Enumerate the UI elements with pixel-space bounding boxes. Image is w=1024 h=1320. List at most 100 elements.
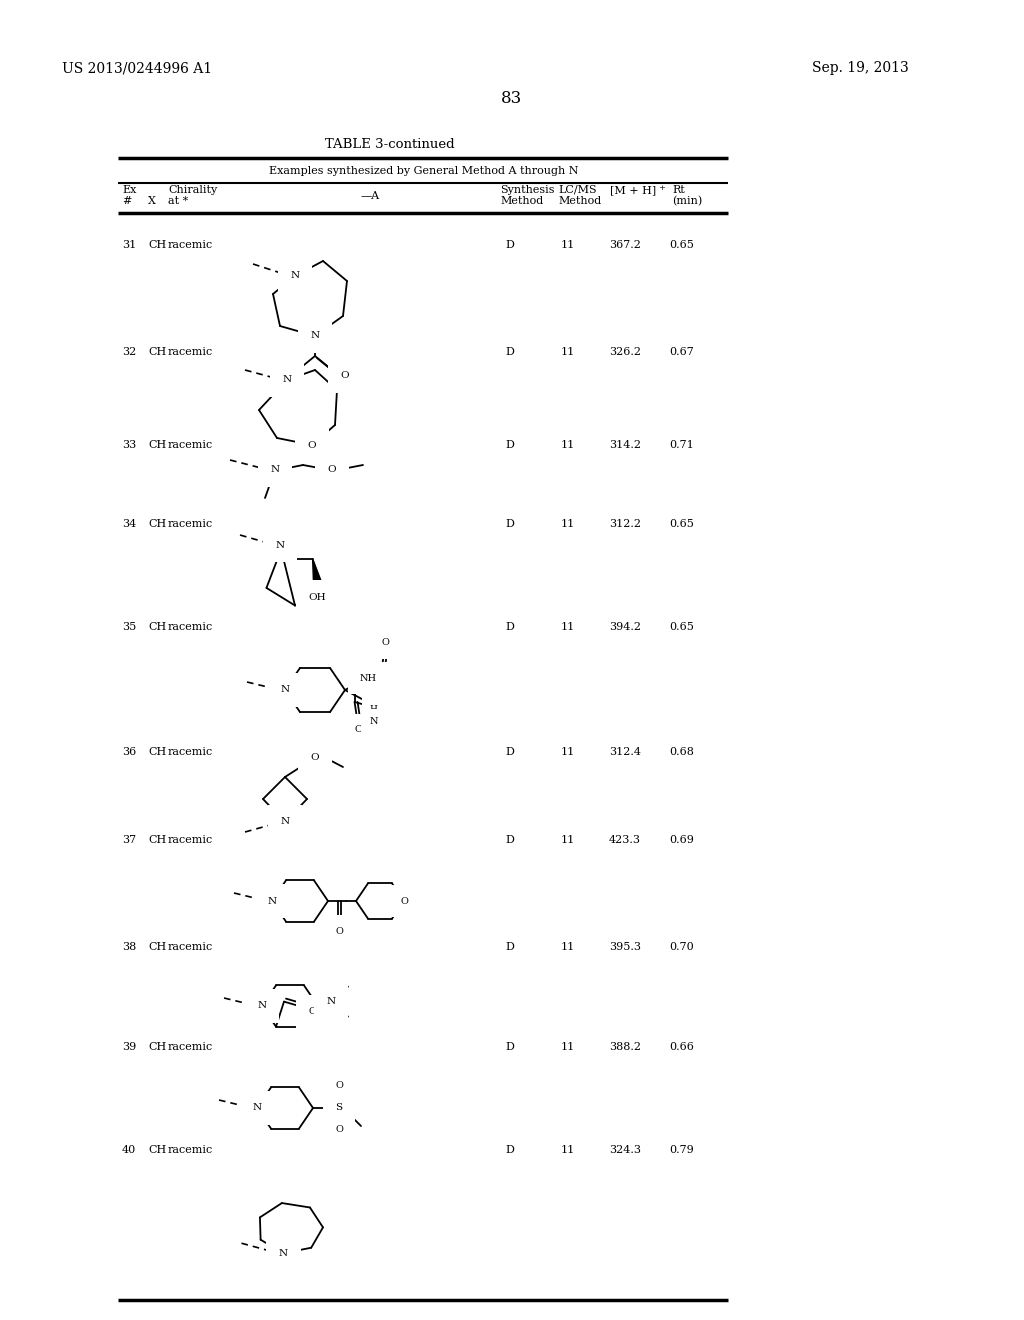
Text: racemic: racemic bbox=[168, 747, 213, 756]
Text: N: N bbox=[281, 685, 290, 694]
Text: CH: CH bbox=[148, 747, 166, 756]
Text: CH: CH bbox=[148, 1041, 166, 1052]
Text: 11: 11 bbox=[561, 942, 575, 952]
Text: 423.3: 423.3 bbox=[609, 836, 641, 845]
Text: S: S bbox=[336, 1104, 343, 1113]
Text: 11: 11 bbox=[561, 519, 575, 529]
Text: N: N bbox=[270, 466, 280, 474]
Text: 33: 33 bbox=[122, 440, 136, 450]
Text: 0.65: 0.65 bbox=[670, 519, 694, 529]
Text: H: H bbox=[370, 705, 378, 714]
Text: 40: 40 bbox=[122, 1144, 136, 1155]
Text: Synthesis: Synthesis bbox=[500, 185, 555, 195]
Text: 83: 83 bbox=[502, 90, 522, 107]
Text: 11: 11 bbox=[561, 347, 575, 356]
Text: 31: 31 bbox=[122, 240, 136, 249]
Text: O: O bbox=[335, 927, 343, 936]
Text: 0.67: 0.67 bbox=[670, 347, 694, 356]
Text: N: N bbox=[253, 1104, 261, 1113]
Text: O: O bbox=[341, 371, 349, 380]
Text: 32: 32 bbox=[122, 347, 136, 356]
Text: 39: 39 bbox=[122, 1041, 136, 1052]
Text: 11: 11 bbox=[561, 1144, 575, 1155]
Text: 38: 38 bbox=[122, 942, 136, 952]
Text: (min): (min) bbox=[672, 195, 702, 206]
Text: X: X bbox=[148, 195, 156, 206]
Text: [M + H]: [M + H] bbox=[610, 185, 656, 195]
Text: NH: NH bbox=[359, 673, 377, 682]
Text: O: O bbox=[382, 638, 389, 647]
Text: Chirality: Chirality bbox=[168, 185, 217, 195]
Text: 36: 36 bbox=[122, 747, 136, 756]
Text: D: D bbox=[506, 622, 514, 632]
Polygon shape bbox=[312, 560, 322, 589]
Text: N: N bbox=[283, 375, 292, 384]
Text: 0.79: 0.79 bbox=[670, 1144, 694, 1155]
Text: N: N bbox=[310, 331, 319, 341]
Text: racemic: racemic bbox=[168, 440, 213, 450]
Text: +: + bbox=[658, 183, 665, 191]
Text: Examples synthesized by General Method A through N: Examples synthesized by General Method A… bbox=[269, 166, 579, 176]
Text: CH: CH bbox=[148, 240, 166, 249]
Text: D: D bbox=[506, 440, 514, 450]
Text: CH: CH bbox=[148, 440, 166, 450]
Text: racemic: racemic bbox=[168, 347, 213, 356]
Text: D: D bbox=[506, 836, 514, 845]
Text: 0.65: 0.65 bbox=[670, 622, 694, 632]
Text: D: D bbox=[506, 347, 514, 356]
Text: N: N bbox=[291, 272, 300, 281]
Text: Rt: Rt bbox=[672, 185, 685, 195]
Text: LC/MS: LC/MS bbox=[558, 185, 597, 195]
Text: Ex: Ex bbox=[122, 185, 136, 195]
Text: 11: 11 bbox=[561, 1041, 575, 1052]
Text: N: N bbox=[275, 540, 285, 549]
Text: 37: 37 bbox=[122, 836, 136, 845]
Text: N: N bbox=[281, 817, 290, 826]
Text: at *: at * bbox=[168, 195, 188, 206]
Text: 314.2: 314.2 bbox=[609, 440, 641, 450]
Text: 395.3: 395.3 bbox=[609, 942, 641, 952]
Text: 11: 11 bbox=[561, 240, 575, 249]
Text: US 2013/0244996 A1: US 2013/0244996 A1 bbox=[62, 61, 212, 75]
Text: CH: CH bbox=[148, 347, 166, 356]
Text: O: O bbox=[335, 1126, 343, 1134]
Text: 11: 11 bbox=[561, 747, 575, 756]
Text: 312.4: 312.4 bbox=[609, 747, 641, 756]
Text: CH: CH bbox=[148, 1144, 166, 1155]
Text: 0.65: 0.65 bbox=[670, 240, 694, 249]
Text: D: D bbox=[506, 747, 514, 756]
Text: 0.69: 0.69 bbox=[670, 836, 694, 845]
Text: 312.2: 312.2 bbox=[609, 519, 641, 529]
Text: D: D bbox=[506, 519, 514, 529]
Text: 11: 11 bbox=[561, 440, 575, 450]
Text: N: N bbox=[257, 1002, 266, 1011]
Text: N: N bbox=[267, 896, 276, 906]
Text: racemic: racemic bbox=[168, 1041, 213, 1052]
Text: Method: Method bbox=[500, 195, 544, 206]
Text: racemic: racemic bbox=[168, 836, 213, 845]
Text: #: # bbox=[122, 195, 131, 206]
Text: —A: —A bbox=[360, 191, 380, 201]
Text: 34: 34 bbox=[122, 519, 136, 529]
Text: Method: Method bbox=[558, 195, 601, 206]
Text: OH: OH bbox=[309, 593, 327, 602]
Text: 326.2: 326.2 bbox=[609, 347, 641, 356]
Text: CH: CH bbox=[148, 942, 166, 952]
Text: CH: CH bbox=[148, 622, 166, 632]
Text: 0.70: 0.70 bbox=[670, 942, 694, 952]
Text: O: O bbox=[400, 896, 408, 906]
Text: racemic: racemic bbox=[168, 942, 213, 952]
Text: 394.2: 394.2 bbox=[609, 622, 641, 632]
Text: D: D bbox=[506, 1041, 514, 1052]
Text: O: O bbox=[335, 1081, 343, 1090]
Text: 0.66: 0.66 bbox=[670, 1041, 694, 1052]
Text: 11: 11 bbox=[561, 836, 575, 845]
Text: D: D bbox=[506, 1144, 514, 1155]
Text: O: O bbox=[307, 441, 316, 450]
Text: racemic: racemic bbox=[168, 622, 213, 632]
Text: N: N bbox=[279, 1249, 288, 1258]
Text: 35: 35 bbox=[122, 622, 136, 632]
Text: TABLE 3-continued: TABLE 3-continued bbox=[326, 139, 455, 150]
Text: 324.3: 324.3 bbox=[609, 1144, 641, 1155]
Text: racemic: racemic bbox=[168, 519, 213, 529]
